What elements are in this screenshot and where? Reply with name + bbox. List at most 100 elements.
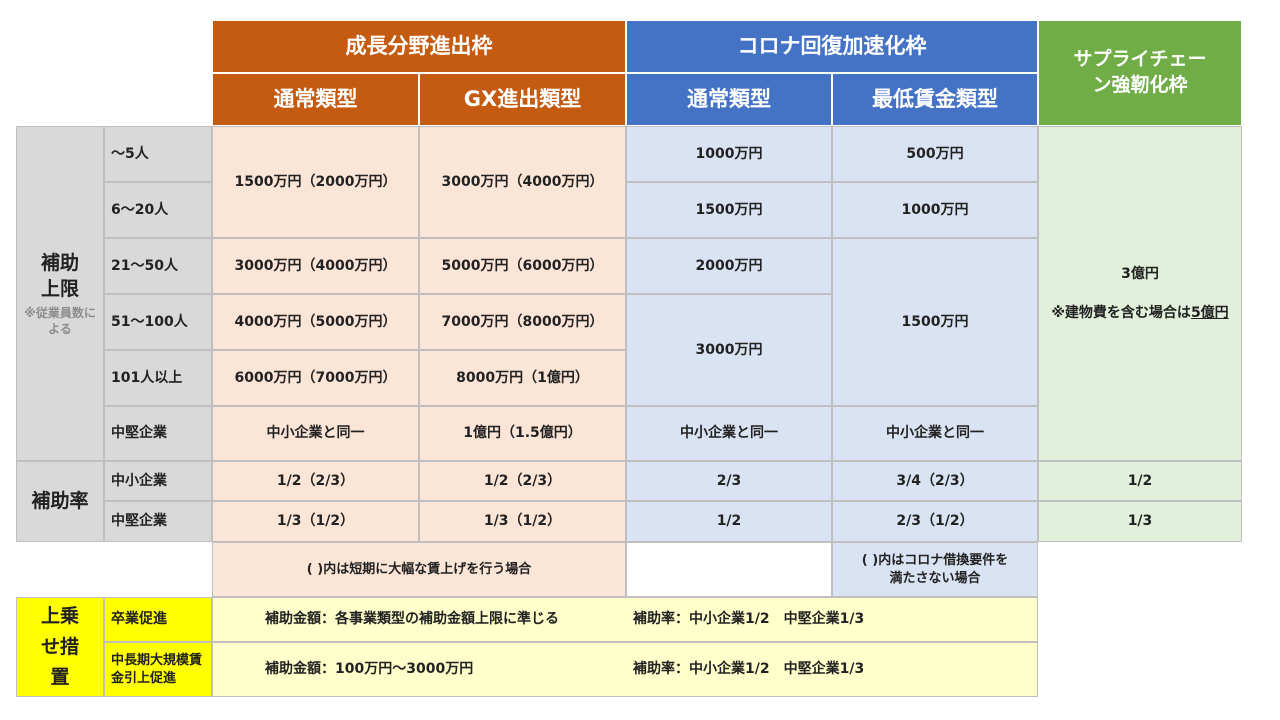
growth-note-text: ( )内は短期に大幅な賃上げを行う場合 (306, 561, 532, 577)
cell-value: 2/3 (716, 472, 742, 489)
addon-row-detail: 補助金額：100万円～3000万円 補助率：中小企業1/2 中堅企業1/3 (212, 642, 1038, 697)
subheader-covid-normal: 通常類型 (626, 73, 832, 126)
cell-value: 8000万円（1億円） (456, 369, 589, 386)
addon-amount: 補助金額：100万円～3000万円 (265, 661, 474, 678)
cell-value: 中小企業と同一 (886, 425, 984, 442)
addon-section-label: 上乗せ措置 (16, 597, 104, 697)
cell-value: 1/3（1/2） (483, 513, 562, 530)
cell-value: 1000万円 (901, 201, 969, 218)
cell-value: 500万円 (906, 145, 964, 162)
limit-row-label: 6～20人 (104, 182, 212, 238)
growth-gx-cell: 1億円（1.5億円） (419, 406, 626, 461)
limit-section-label: 補助上限 ※従業員数による (16, 126, 104, 461)
growth-normal-cell: 中小企業と同一 (212, 406, 419, 461)
rate-cell: 3/4（2/3） (832, 461, 1038, 501)
cell-value: 中小企業と同一 (266, 425, 365, 442)
limit-row-label: 101人以上 (104, 350, 212, 406)
rate-cell: 1/3（1/2） (212, 501, 419, 542)
header-supply-frame: サプライチェーン強靭化枠 (1038, 20, 1242, 126)
subheader-growth-normal-label: 通常類型 (273, 87, 358, 112)
rate-cell: 1/2 (626, 501, 832, 542)
limit-row-text: ～5人 (111, 145, 149, 162)
rate-row-label: 中小企業 (104, 461, 212, 501)
limit-row-label: ～5人 (104, 126, 212, 182)
limit-row-label: 21～50人 (104, 238, 212, 294)
covid-minwage-cell: 1500万円 (832, 238, 1038, 406)
addon-row-label: 中長期大規模賃金引上促進 (104, 642, 212, 697)
cell-value: 1/2（2/3） (483, 472, 562, 489)
subheader-covid-minwage: 最低賃金類型 (832, 73, 1038, 126)
growth-normal-cell: 1500万円（2000万円） (212, 126, 419, 238)
addon-section-title: 上乗せ措置 (40, 605, 79, 689)
cell-value: 1億円（1.5億円） (463, 425, 582, 442)
rate-cell: 2/3（1/2） (832, 501, 1038, 542)
covid-normal-cell: 1500万円 (626, 182, 832, 238)
cell-value: 1/2（2/3） (276, 472, 355, 489)
supply-note-value: 5億円 (1190, 304, 1229, 321)
rate-row-text: 中小企業 (111, 472, 167, 489)
header-growth-frame: 成長分野進出枠 (212, 20, 626, 73)
growth-normal-cell: 6000万円（7000万円） (212, 350, 419, 406)
cell-value: 2/3（1/2） (896, 513, 974, 530)
rate-row-label: 中堅企業 (104, 501, 212, 542)
covid-minwage-cell: 500万円 (832, 126, 1038, 182)
growth-note: ( )内は短期に大幅な賃上げを行う場合 (212, 542, 626, 597)
header-covid-label: コロナ回復加速化枠 (737, 34, 927, 59)
cell-value: 1/2 (716, 513, 742, 530)
supply-note: ※建物費を含む場合は5億円 (1051, 304, 1228, 323)
growth-normal-cell: 3000万円（4000万円） (212, 238, 419, 294)
cell-value: 3/4（2/3） (896, 472, 974, 489)
cell-value: 4000万円（5000万円） (234, 313, 397, 330)
limit-row-label: 51～100人 (104, 294, 212, 350)
cell-value: 5000万円（6000万円） (441, 257, 604, 274)
rate-cell: 1/2（2/3） (419, 461, 626, 501)
growth-gx-cell: 8000万円（1億円） (419, 350, 626, 406)
cell-value: 6000万円（7000万円） (234, 369, 397, 386)
limit-section-title: 補助上限 (40, 251, 79, 301)
limit-row-text: 中堅企業 (111, 425, 167, 442)
covid-minwage-cell: 中小企業と同一 (832, 406, 1038, 461)
addon-row-detail: 補助金額：各事業類型の補助金額上限に準じる 補助率：中小企業1/2 中堅企業1/… (212, 597, 1038, 642)
covid-normal-cell: 3000万円 (626, 294, 832, 406)
covid-normal-cell: 中小企業と同一 (626, 406, 832, 461)
rate-section-label: 補助率 (16, 461, 104, 542)
subheader-growth-gx-label: GX進出類型 (463, 87, 582, 112)
growth-normal-cell: 4000万円（5000万円） (212, 294, 419, 350)
growth-gx-cell: 3000万円（4000万円） (419, 126, 626, 238)
rate-cell: 1/2（2/3） (212, 461, 419, 501)
supply-amount: 3億円 (1121, 265, 1159, 282)
covid-normal-cell: 2000万円 (626, 238, 832, 294)
addon-row-label: 卒業促進 (104, 597, 212, 642)
rate-cell: 1/3（1/2） (419, 501, 626, 542)
cell-value: 1500万円 (695, 201, 763, 218)
cell-value: 2000万円 (695, 257, 763, 274)
cell-value: 1/2 (1127, 472, 1153, 489)
rate-cell: 1/2 (1038, 461, 1242, 501)
addon-rate: 補助率：中小企業1/2 中堅企業1/3 (633, 661, 865, 678)
addon-amount: 補助金額：各事業類型の補助金額上限に準じる (265, 611, 559, 628)
cell-value: 1/3 (1127, 513, 1153, 530)
covid-normal-cell: 1000万円 (626, 126, 832, 182)
rate-row-text: 中堅企業 (111, 513, 167, 530)
addon-row-text: 卒業促進 (111, 611, 167, 628)
cell-value: 3000万円（4000万円） (441, 173, 604, 190)
header-supply-label: サプライチェーン強靭化枠 (1073, 48, 1207, 96)
rate-cell: 2/3 (626, 461, 832, 501)
supply-cell: 3億円 ※建物費を含む場合は5億円 (1038, 126, 1242, 461)
covid-minwage-cell: 1000万円 (832, 182, 1038, 238)
addon-rate: 補助率：中小企業1/2 中堅企業1/3 (633, 611, 865, 628)
subheader-growth-normal: 通常類型 (212, 73, 419, 126)
header-covid-frame: コロナ回復加速化枠 (626, 20, 1038, 73)
subheader-covid-normal-label: 通常類型 (687, 87, 771, 112)
limit-row-label: 中堅企業 (104, 406, 212, 461)
limit-row-text: 101人以上 (111, 369, 183, 386)
growth-gx-cell: 5000万円（6000万円） (419, 238, 626, 294)
rate-cell: 1/3 (1038, 501, 1242, 542)
cell-value: 1500万円（2000万円） (234, 173, 397, 190)
addon-row-text: 中長期大規模賃金引上促進 (111, 652, 203, 686)
rate-section-title: 補助率 (31, 489, 89, 512)
cell-value: 中小企業と同一 (680, 425, 778, 442)
empty-note-cell (626, 542, 832, 597)
cell-value: 1000万円 (695, 145, 763, 162)
covid-note-text: ( )内はコロナ借換要件を 満たさない場合 (861, 552, 1009, 586)
